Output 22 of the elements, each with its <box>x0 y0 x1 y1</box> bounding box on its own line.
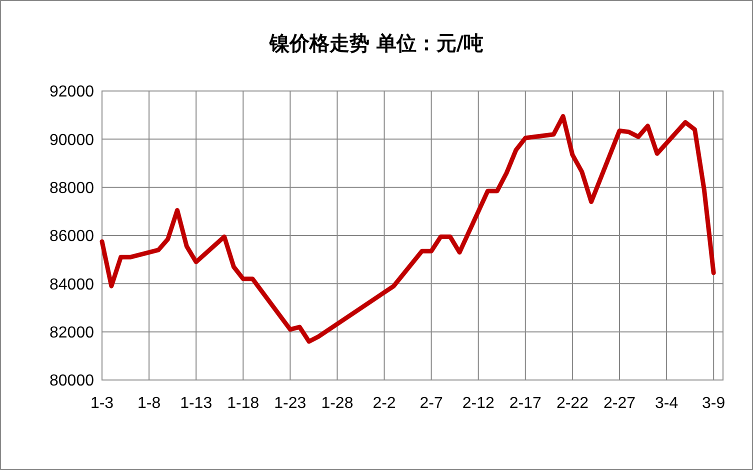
x-tick-label: 1-23 <box>274 395 306 412</box>
y-tick-label: 86000 <box>50 228 94 246</box>
x-tick-label: 1-3 <box>90 395 114 412</box>
x-tick-label: 2-12 <box>462 395 494 412</box>
x-tick-label: 2-2 <box>372 395 396 412</box>
y-tick-label: 80000 <box>50 372 94 390</box>
y-tick-label: 82000 <box>50 324 94 342</box>
x-tick-label: 3-9 <box>702 395 726 412</box>
x-tick-label: 1-8 <box>137 395 161 412</box>
y-tick-label: 92000 <box>50 84 94 101</box>
y-tick-label: 84000 <box>50 276 94 294</box>
chart-title: 镍价格走势 单位：元/吨 <box>268 31 484 55</box>
x-tick-label: 2-17 <box>509 395 542 412</box>
x-tick-label: 1-28 <box>321 395 354 412</box>
y-tick-label: 88000 <box>50 180 94 197</box>
x-tick-label: 3-4 <box>654 395 678 412</box>
x-tick-label: 2-7 <box>420 395 443 412</box>
x-tick-label: 2-22 <box>556 395 589 412</box>
x-tick-label: 1-13 <box>180 395 212 412</box>
x-tick-label: 1-18 <box>227 395 260 412</box>
x-tick-label: 2-27 <box>603 395 636 412</box>
y-tick-label: 90000 <box>50 132 94 149</box>
